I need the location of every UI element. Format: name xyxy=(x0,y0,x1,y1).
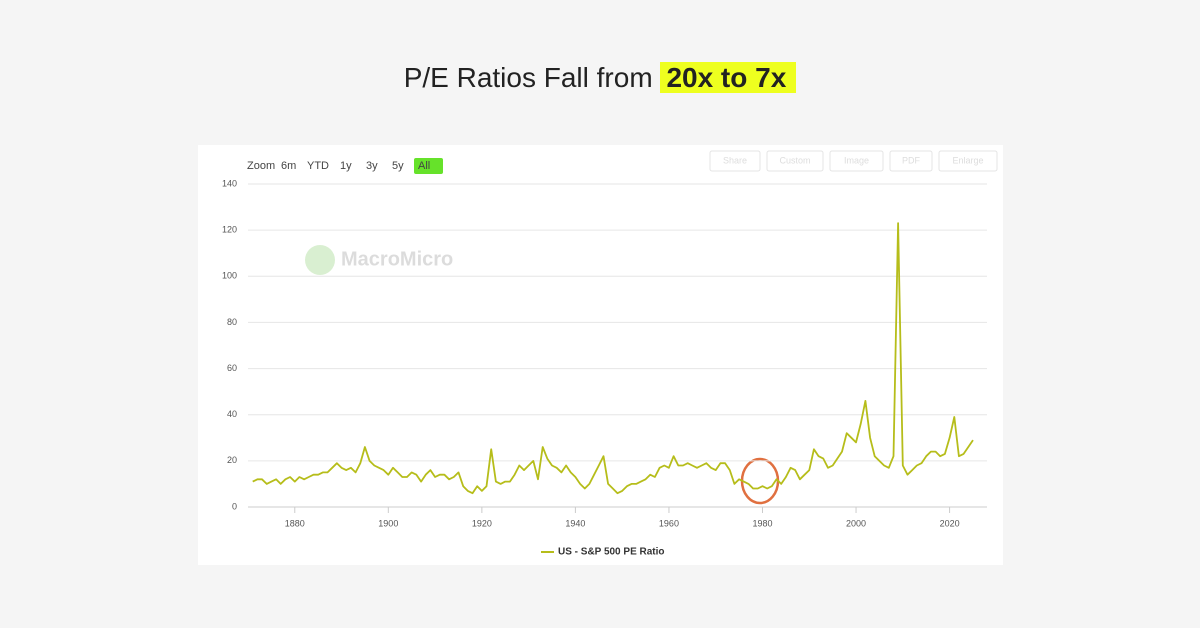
y-tick-label: 0 xyxy=(232,501,237,511)
range-button[interactable]: 1y xyxy=(340,160,352,172)
y-tick-label: 100 xyxy=(222,271,237,281)
action-button-label: Share xyxy=(723,155,747,165)
range-button-label: 1y xyxy=(340,160,352,172)
action-button[interactable]: Custom xyxy=(766,150,824,172)
headline-text: P/E Ratios Fall from xyxy=(403,62,653,93)
y-tick-label: 40 xyxy=(227,409,237,419)
x-tick-label: 1900 xyxy=(378,518,398,528)
x-tick-label: 2000 xyxy=(846,518,866,528)
watermark-text: MacroMicro xyxy=(341,248,453,270)
range-button-label: 5y xyxy=(392,160,404,172)
action-button-bg xyxy=(709,150,761,172)
action-button-bg xyxy=(766,150,824,172)
range-button-bg xyxy=(414,158,443,174)
y-tick-label: 60 xyxy=(227,363,237,373)
series-line xyxy=(252,222,974,495)
x-tick-label: 1880 xyxy=(285,518,305,528)
action-button-bg xyxy=(889,150,933,172)
action-button[interactable]: Share xyxy=(709,150,761,172)
range-button[interactable]: 3y xyxy=(366,160,378,172)
range-button[interactable]: 6m xyxy=(281,160,296,172)
action-button[interactable]: PDF xyxy=(889,150,933,172)
watermark-logo xyxy=(305,245,335,275)
zoom-label: Zoom xyxy=(247,160,275,172)
action-button[interactable]: Enlarge xyxy=(938,150,998,172)
action-button-label: Custom xyxy=(779,155,810,165)
action-button[interactable]: Image xyxy=(829,150,884,172)
headline: P/E Ratios Fall from 20x to 7x xyxy=(0,62,1200,94)
chart-panel xyxy=(198,145,1003,565)
action-button-label: Image xyxy=(844,155,869,165)
range-button[interactable]: YTD xyxy=(307,160,329,172)
action-button-bg xyxy=(938,150,998,172)
y-tick-label: 120 xyxy=(222,225,237,235)
action-button-label: Enlarge xyxy=(952,155,983,165)
x-tick-label: 1980 xyxy=(752,518,772,528)
x-tick-label: 1940 xyxy=(565,518,585,528)
range-button-label: 6m xyxy=(281,160,296,172)
x-tick-label: 1920 xyxy=(472,518,492,528)
range-button-label: All xyxy=(418,160,430,172)
headline-highlight: 20x to 7x xyxy=(660,62,797,93)
watermark: MacroMicro xyxy=(305,245,453,275)
x-tick-label: 1960 xyxy=(659,518,679,528)
y-tick-label: 80 xyxy=(227,317,237,327)
x-tick-label: 2020 xyxy=(940,518,960,528)
range-button[interactable]: All xyxy=(414,158,443,174)
range-button-label: 3y xyxy=(366,160,378,172)
legend-item[interactable]: US - S&P 500 PE Ratio xyxy=(541,547,665,558)
y-tick-label: 20 xyxy=(227,455,237,465)
action-button-label: PDF xyxy=(902,155,921,165)
y-tick-label: 140 xyxy=(222,178,237,188)
range-button[interactable]: 5y xyxy=(392,160,404,172)
action-button-bg xyxy=(829,150,884,172)
range-button-label: YTD xyxy=(307,160,329,172)
legend-label: US - S&P 500 PE Ratio xyxy=(558,547,665,558)
